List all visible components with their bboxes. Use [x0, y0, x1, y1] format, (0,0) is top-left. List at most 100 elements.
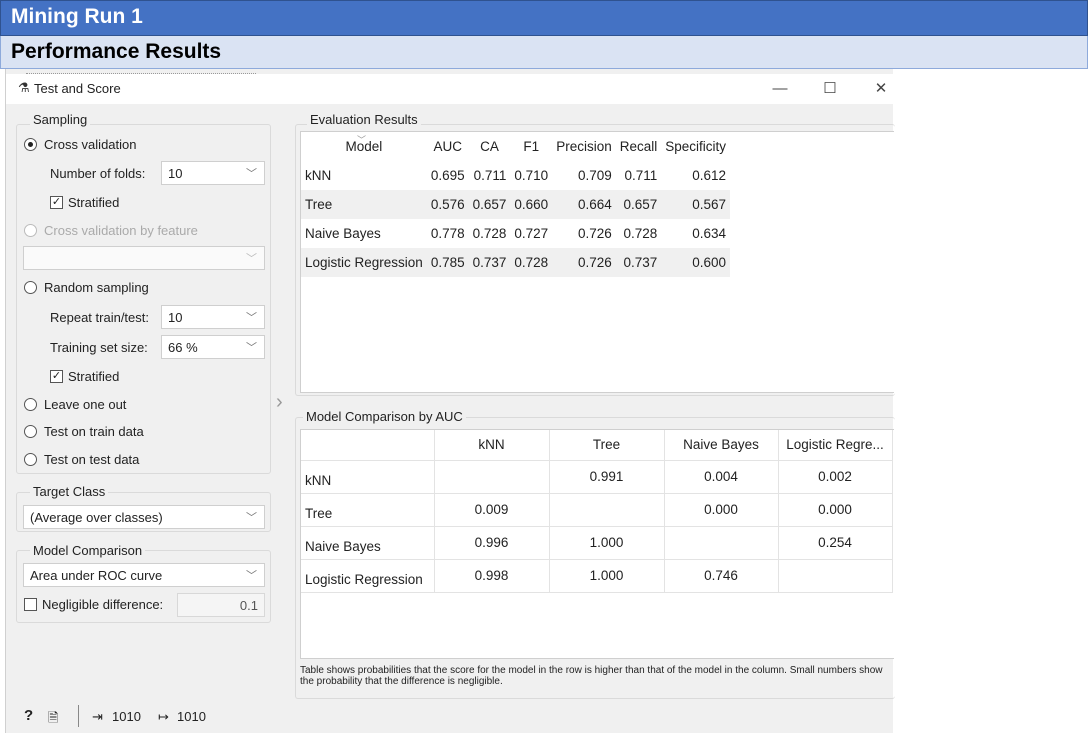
score-cell: 0.695 [430, 168, 465, 183]
table-row[interactable]: Tree 0.576 0.657 0.660 0.664 0.657 0.567 [301, 190, 731, 219]
model-name-cell: kNN [305, 168, 332, 183]
sampling-group [16, 124, 271, 474]
maximize-button[interactable]: ☐ [823, 80, 837, 97]
comparison-value-cell: 1.000 [549, 559, 665, 593]
table-row[interactable]: Naive Bayes 0.778 0.728 0.727 0.726 0.728 0.63… [301, 219, 730, 248]
comparison-value-cell [778, 559, 893, 593]
status-bar: ? 🗎 ⇥ 1010 ↦ 1010 [6, 701, 894, 731]
target-class-group [16, 492, 271, 532]
comparison-value-cell: 1.000 [549, 526, 665, 560]
chevron-down-icon: ﹀ [246, 512, 257, 524]
checkmark-icon: ✓ [50, 196, 63, 209]
slide-subtitle-bar: Performance Results [0, 36, 1088, 69]
score-cell: 0.778 [430, 226, 465, 241]
comparison-value-cell: 0.991 [549, 460, 665, 494]
feature-select[interactable]: ﹀ [23, 246, 265, 270]
comparison-corner-cell [301, 430, 435, 461]
score-cell: 0.726 [577, 226, 612, 241]
comparison-value-cell: 0.004 [664, 460, 779, 494]
sort-indicator-icon: ﹀ [357, 135, 367, 145]
comparison-column-header: Naive Bayes [664, 430, 779, 461]
score-cell: 0.612 [692, 168, 727, 183]
score-cell: 0.728 [510, 248, 553, 277]
chevron-down-icon: ﹀ [246, 342, 257, 354]
comparison-column-header: kNN [434, 430, 550, 461]
score-cell: 0.785 [426, 248, 469, 277]
stratified-checkbox-2[interactable]: ✓ Stratified [50, 369, 120, 384]
slide-title-bar: Mining Run 1 [0, 0, 1088, 36]
repeat-label: Repeat train/test: [50, 310, 149, 325]
train-size-select[interactable]: 66 % ﹀ [161, 335, 265, 359]
comparison-row-header: Logistic Regression [301, 559, 435, 593]
chevron-down-icon: ﹀ [246, 253, 257, 265]
score-cell: 0.710 [514, 168, 549, 183]
table-row[interactable]: kNN 0.695 0.711 0.710 0.709 0.711 0.612 [301, 161, 730, 190]
column-header-precision[interactable]: Precision [556, 139, 612, 154]
slide-subtitle: Performance Results [11, 40, 222, 63]
chevron-down-icon: ﹀ [246, 168, 257, 180]
leave-one-out-radio[interactable]: Leave one out [24, 397, 126, 412]
train-size-label: Training set size: [50, 340, 148, 355]
cv-by-feature-radio[interactable]: Cross validation by feature [24, 223, 198, 238]
close-button[interactable]: ✕ [874, 80, 888, 97]
input-icon: ⇥ [92, 709, 103, 724]
comparison-value-cell [664, 526, 779, 560]
target-class-select[interactable]: (Average over classes) ﹀ [23, 505, 265, 529]
comparison-value-cell: 0.009 [434, 493, 550, 527]
stratified-checkbox[interactable]: ✓ Stratified [50, 195, 120, 210]
chevron-down-icon: ﹀ [246, 570, 257, 582]
negligible-checkbox[interactable]: Negligible difference: [24, 597, 163, 612]
comparison-value-cell: 0.998 [434, 559, 550, 593]
score-cell: 0.728 [623, 226, 658, 241]
table-row[interactable]: Logistic Regression 0.785 0.737 0.728 0.726 0… [301, 248, 731, 277]
folds-select[interactable]: 10 ﹀ [161, 161, 265, 185]
negligible-spinbox[interactable]: 0.1 [177, 593, 265, 617]
comparison-metric-select[interactable]: Area under ROC curve ﹀ [23, 563, 265, 587]
score-cell: 0.711 [624, 168, 658, 183]
comparison-note: Table shows probabilities that the score… [300, 665, 883, 687]
comparison-value-cell [434, 460, 550, 494]
output-count: 1010 [177, 709, 206, 724]
score-cell: 0.567 [661, 190, 731, 219]
column-header-ca[interactable]: CA [480, 139, 499, 154]
comparison-value-cell: 0.254 [778, 526, 893, 560]
column-header-recall[interactable]: Recall [619, 139, 658, 154]
test-and-score-window: ⚗ Test and Score — ☐ ✕ Sampling Cross va… [5, 69, 895, 733]
random-sampling-radio[interactable]: Random sampling [24, 280, 149, 295]
repeat-select[interactable]: 10 ﹀ [161, 305, 265, 329]
comparison-column-header: Logistic Regre... [778, 430, 893, 461]
checkbox-empty-icon [24, 598, 37, 611]
report-icon[interactable]: 🗎 [48, 710, 59, 725]
output-icon: ↦ [158, 709, 169, 724]
column-header-f1[interactable]: F1 [523, 139, 540, 154]
comparison-row: Naive Bayes 0.996 1.000 0.254 [301, 526, 893, 560]
column-header-auc[interactable]: AUC [433, 139, 462, 154]
help-icon[interactable]: ? [24, 707, 34, 724]
evaluation-table-panel: ﹀ Model AUC CA F1 Precision Recall Specificity… [300, 131, 894, 393]
column-header-specificity[interactable]: Specificity [665, 139, 727, 154]
model-name-cell: Tree [301, 190, 427, 219]
comparison-header-row: kNN Tree Naive Bayes Logistic Regre... [301, 430, 893, 461]
model-name-cell: Naive Bayes [305, 226, 381, 241]
chevron-right-icon[interactable]: › [276, 391, 283, 413]
comparison-value-cell: 0.000 [778, 493, 893, 527]
comparison-value-cell: 0.746 [664, 559, 779, 593]
comparison-value-cell: 0.996 [434, 526, 550, 560]
comparison-table: kNN Tree Naive Bayes Logistic Regre... kNN 0.… [301, 430, 893, 593]
score-cell: 0.664 [552, 190, 616, 219]
test-on-train-radio[interactable]: Test on train data [24, 424, 144, 439]
window-titlebar[interactable]: ⚗ Test and Score — ☐ ✕ [6, 74, 894, 104]
radio-unselected-icon [24, 224, 37, 237]
minimize-button[interactable]: — [772, 80, 788, 97]
comparison-row-header: Tree [301, 493, 435, 527]
comparison-row-header: kNN [301, 460, 435, 494]
comparison-value-cell: 0.002 [778, 460, 893, 494]
test-on-test-radio[interactable]: Test on test data [24, 452, 139, 467]
comparison-row-header: Naive Bayes [301, 526, 435, 560]
column-header-model[interactable]: Model [345, 139, 383, 154]
comparison-table-panel: kNN Tree Naive Bayes Logistic Regre... kNN 0.… [300, 429, 894, 659]
score-cell: 0.709 [577, 168, 612, 183]
cross-validation-radio[interactable]: Cross validation [24, 137, 137, 152]
chevron-down-icon: ﹀ [246, 312, 257, 324]
target-class-label: Target Class [30, 484, 109, 499]
